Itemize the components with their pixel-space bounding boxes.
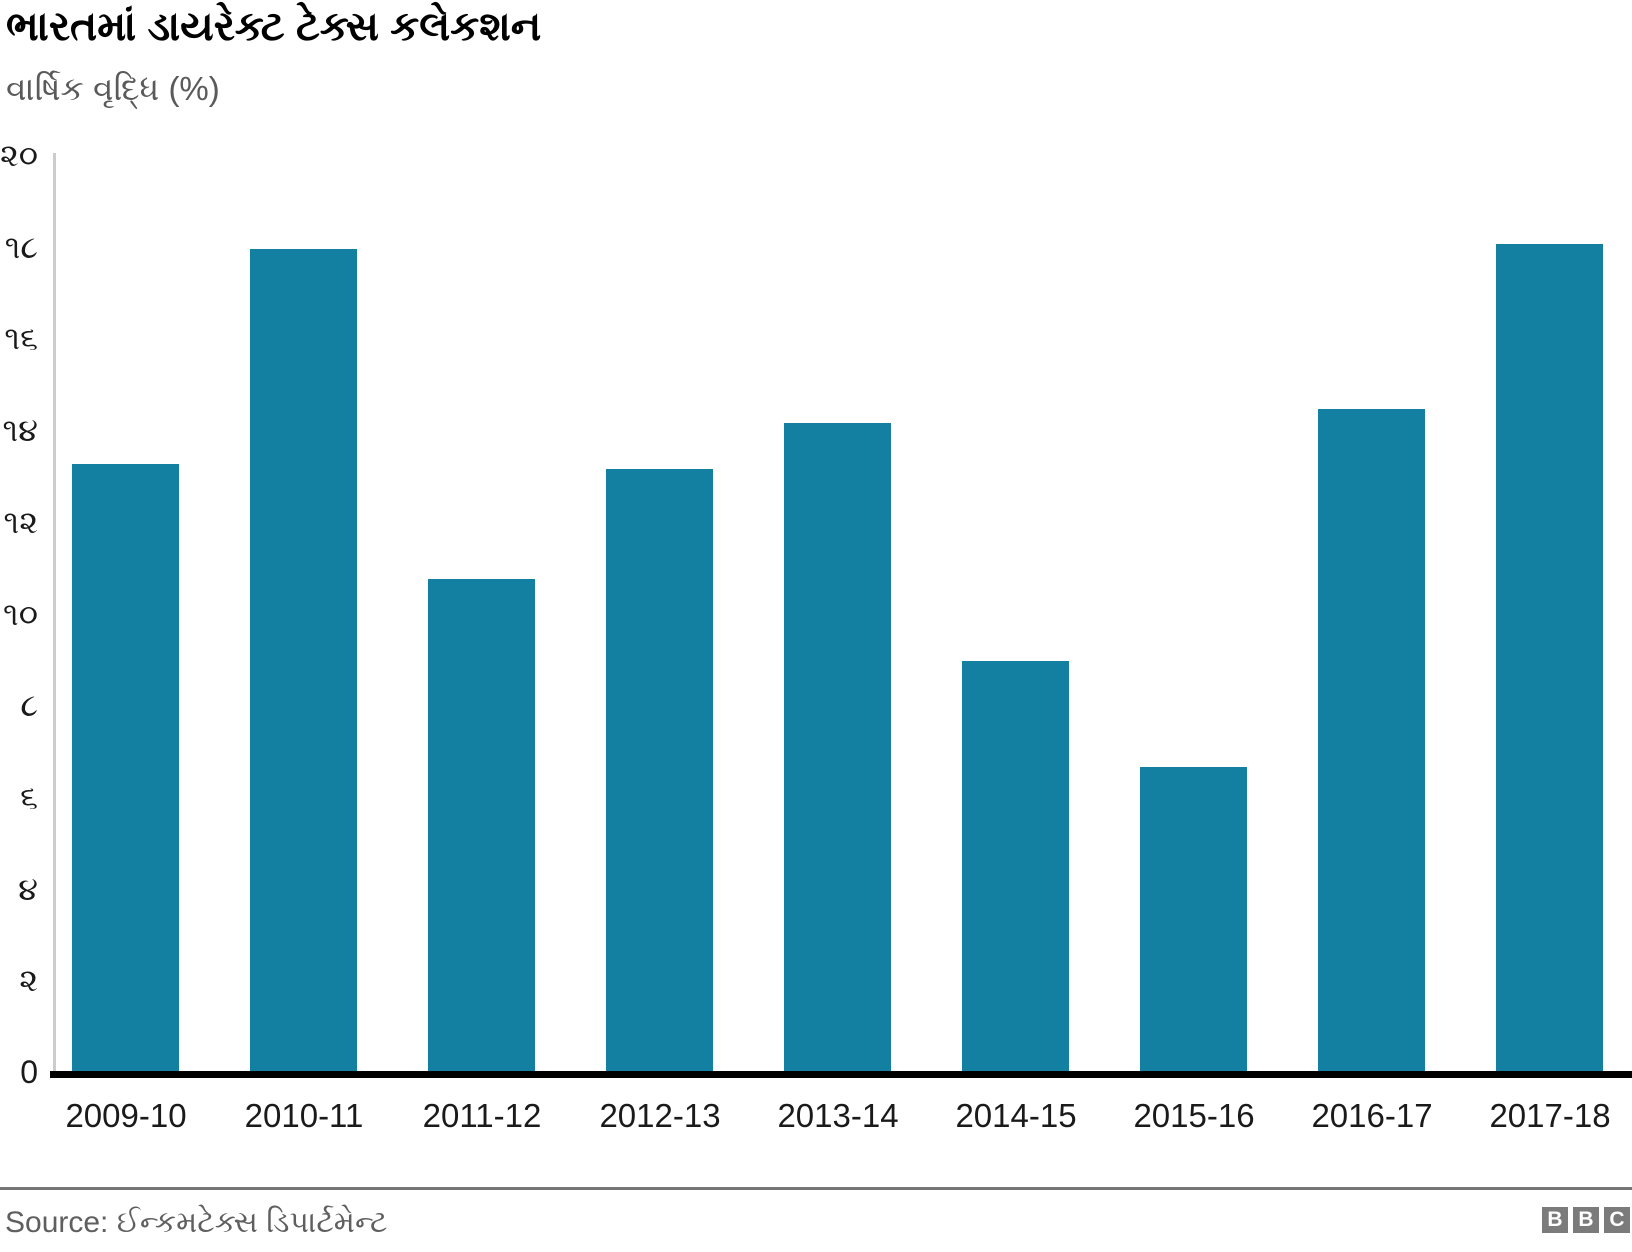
source-text: Source: ઈન્કમટેક્સ ડિપાર્ટમેન્ટ: [5, 1206, 388, 1239]
bbc-logo-letter: C: [1604, 1207, 1630, 1233]
x-axis-label: 2011-12: [422, 1097, 542, 1134]
bar-2013-14: [784, 423, 891, 1074]
y-axis-tick-label: ૮: [20, 687, 38, 723]
x-axis-label: 2017-18: [1489, 1097, 1611, 1134]
y-axis-line: [53, 153, 56, 1074]
y-axis-tick-label: ૧૮: [4, 229, 38, 265]
chart-title: ભારતમાં ડાયરેક્ટ ટેક્સ કલેકશન: [6, 3, 542, 49]
x-axis-baseline: [50, 1071, 1632, 1078]
y-axis-tick-label: 0: [20, 1054, 38, 1090]
x-axis-label: 2015-16: [1133, 1097, 1255, 1134]
y-axis-tick-label: ૧૬: [4, 320, 38, 356]
y-axis-tick-label: ૨: [19, 962, 38, 998]
x-axis-label: 2016-17: [1311, 1097, 1433, 1134]
bar-2010-11: [250, 249, 357, 1074]
y-axis-tick-label: ૧૨: [3, 504, 38, 540]
y-axis-tick-label: ૬: [20, 779, 38, 815]
bar-2011-12: [428, 579, 535, 1074]
chart-subtitle: વાર્ષિક વૃદ્ધિ (%): [6, 70, 220, 107]
bar-2016-17: [1318, 409, 1425, 1074]
bar-2014-15: [962, 661, 1069, 1074]
x-axis-label: 2009-10: [65, 1097, 187, 1134]
y-axis-tick-label: ૪: [18, 871, 38, 907]
x-axis-label: 2014-15: [955, 1097, 1077, 1134]
bar-2009-10: [72, 464, 179, 1074]
bbc-logo: B B C: [1542, 1207, 1630, 1233]
y-axis-tick-label: ૧૦: [3, 596, 38, 632]
y-axis-tick-label: ૧૪: [2, 412, 38, 448]
bbc-logo-letter: B: [1542, 1207, 1568, 1233]
bar-2012-13: [606, 469, 713, 1074]
x-axis-label: 2013-14: [777, 1097, 899, 1134]
footer-divider: [0, 1187, 1632, 1190]
y-axis-tick-label: ૨૦: [0, 137, 39, 173]
bbc-logo-letter: B: [1573, 1207, 1599, 1233]
bar-2017-18: [1496, 244, 1603, 1074]
x-axis-label: 2010-11: [244, 1097, 364, 1134]
x-axis-label: 2012-13: [599, 1097, 721, 1134]
bar-2015-16: [1140, 767, 1247, 1074]
